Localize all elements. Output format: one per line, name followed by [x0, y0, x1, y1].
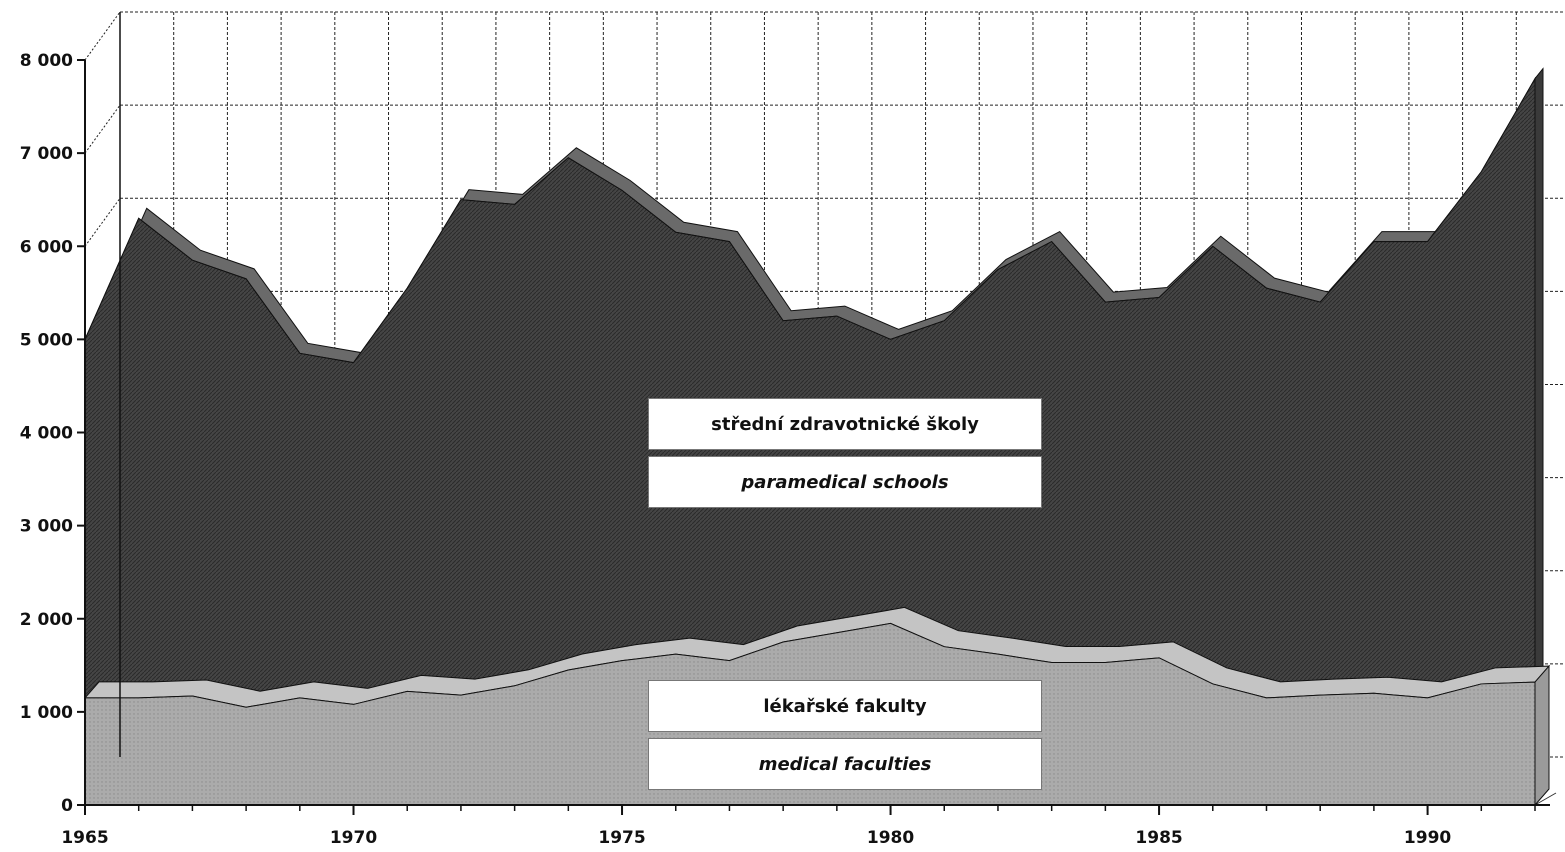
- x-tick-label: 1970: [330, 828, 377, 848]
- gridline-diag: [84, 197, 121, 247]
- axes-layer: 0 1 000 2 000 3 000 4 000 5 000 6 000 7 000 8 00…: [20, 12, 1550, 848]
- y-tick-label: 5 000: [20, 330, 73, 350]
- series-medical-side: [1534, 664, 1550, 807]
- x-tick-label: 1990: [1404, 828, 1451, 848]
- y-tick-label: 3 000: [20, 517, 73, 537]
- x-tick-label: 1965: [61, 828, 108, 848]
- y-tick-label: 2 000: [20, 610, 73, 630]
- label-paramedical-cz: střední zdravotnické školy: [648, 398, 1042, 450]
- x-tick-label: 1980: [867, 828, 914, 848]
- y-tick-label: 0: [61, 796, 73, 816]
- y-tick-label: 6 000: [20, 237, 73, 257]
- x-tick-label: 1975: [598, 828, 645, 848]
- y-tick-label: 8 000: [20, 51, 73, 71]
- label-paramedical-en: paramedical schools: [648, 456, 1042, 508]
- gridline-diag: [84, 104, 121, 154]
- gridline-diag: [84, 11, 121, 61]
- y-tick-label: 7 000: [20, 144, 73, 164]
- floor-line: [1534, 792, 1557, 806]
- label-medical-cz: lékařské fakulty: [648, 680, 1042, 732]
- x-tick-label: 1985: [1135, 828, 1182, 848]
- y-tick-label: 1 000: [20, 703, 73, 723]
- label-medical-en: medical faculties: [648, 738, 1042, 790]
- y-tick-label: 4 000: [20, 424, 73, 444]
